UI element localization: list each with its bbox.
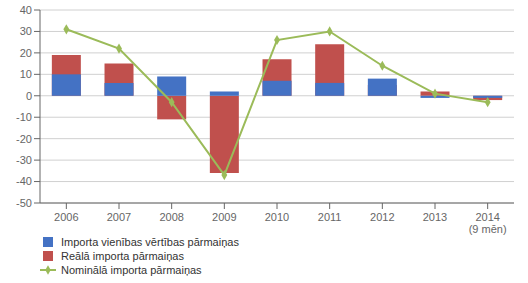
svg-text:-30: -30 (16, 154, 32, 166)
svg-text:2010: 2010 (265, 211, 289, 223)
html-text:Nominālā importa pārmaiņas: Nominālā importa pārmaiņas (61, 264, 202, 276)
svg-text:10: 10 (20, 68, 32, 80)
svg-text:2013: 2013 (423, 211, 447, 223)
svg-text:2006: 2006 (54, 211, 78, 223)
html-text:Reālā importa pārmaiņas: Reālā importa pārmaiņas (61, 250, 184, 262)
svg-text:0: 0 (26, 90, 32, 102)
svg-text:-40: -40 (16, 175, 32, 187)
html-text:Importa vienības vērtības pārm: Importa vienības vērtības pārmaiņas (61, 236, 239, 248)
svg-text:30: 30 (20, 25, 32, 37)
svg-text:20: 20 (20, 47, 32, 59)
svg-text:2009: 2009 (212, 211, 236, 223)
svg-text:2011: 2011 (318, 211, 342, 223)
svg-text:2012: 2012 (370, 211, 394, 223)
svg-text:2007: 2007 (107, 211, 131, 223)
svg-text:-20: -20 (16, 133, 32, 145)
svg-text:2014(9 mēn): 2014(9 mēn) (469, 211, 507, 235)
svg-text:40: 40 (20, 4, 32, 16)
svg-text:2008: 2008 (159, 211, 183, 223)
svg-text:-50: -50 (16, 197, 32, 209)
svg-text:-10: -10 (16, 111, 32, 123)
